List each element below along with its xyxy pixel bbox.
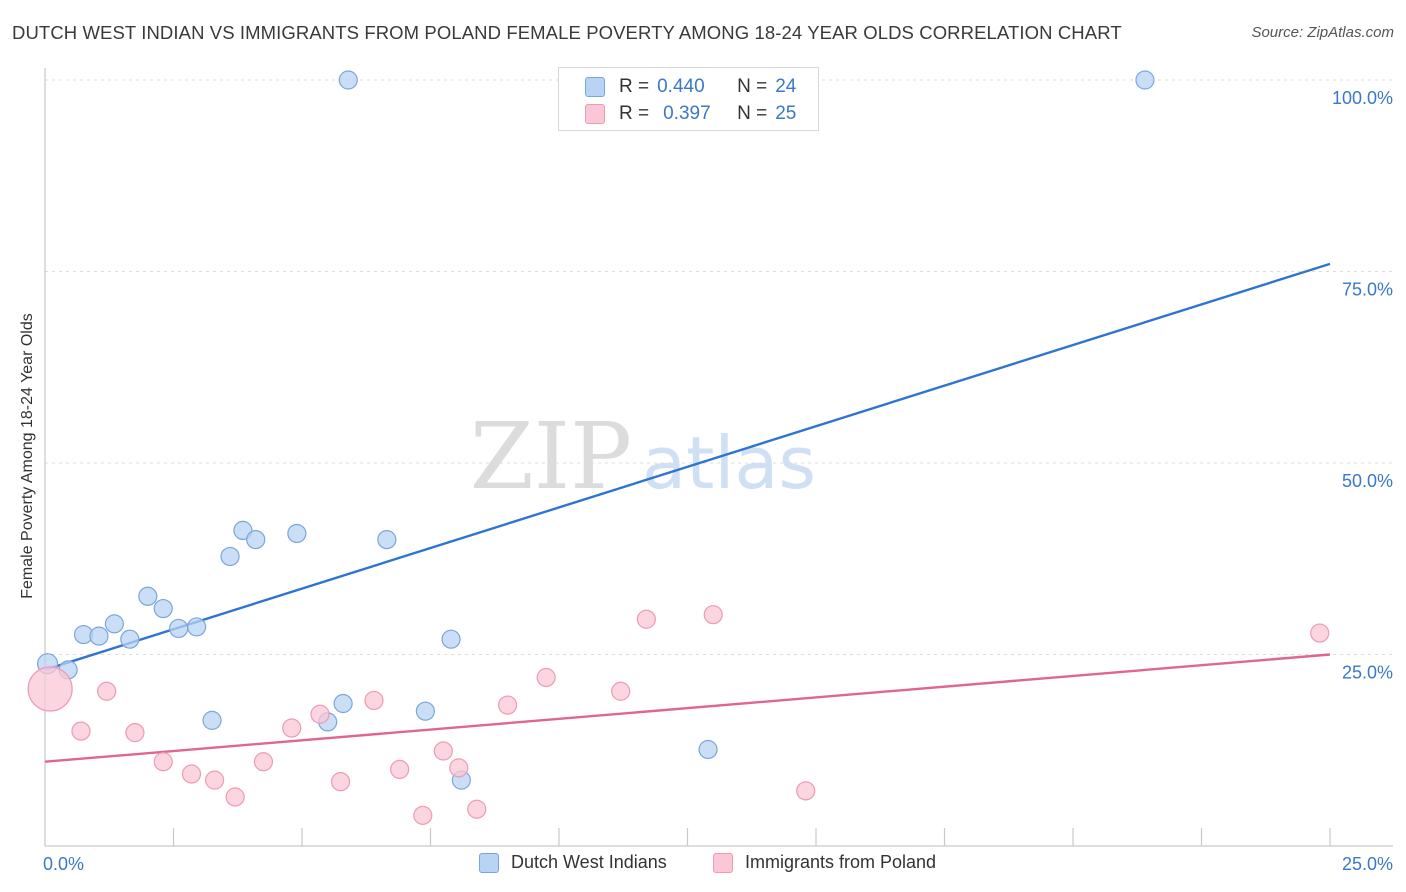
legend-n-value: 25 [775,103,797,124]
legend-r-label: R = [619,103,650,124]
data-point-blue [187,617,207,637]
data-point-pink [498,695,518,715]
x-tick-label: 25.0% [1342,854,1393,874]
y-tick-label: 100.0% [1332,88,1393,108]
data-point-pink [636,609,656,629]
bottom-legend-label-blue: Dutch West Indians [511,852,667,872]
bottom-legend-blue: Dutch West Indians [479,852,667,873]
data-point-pink [1310,623,1330,643]
data-point-blue [138,586,158,606]
data-point-pink [796,781,816,801]
axes [44,68,1393,847]
bottom-legend-swatch-pink [713,852,733,873]
data-point-pink [205,770,225,790]
legend-n-label: N = [737,103,768,124]
data-point-blue [415,701,435,721]
data-point-pink [413,805,433,825]
data-point-pink [225,787,245,807]
data-point-pink [71,721,91,741]
chart-title: DUTCH WEST INDIAN VS IMMIGRANTS FROM POL… [12,22,1122,43]
bottom-legend-pink: Immigrants from Poland [713,852,936,873]
data-point-pink [449,758,469,778]
data-point-pink [390,759,410,780]
watermark: ZIP atlas [470,403,816,510]
data-point-pink [97,681,117,701]
data-point-pink [703,605,723,625]
data-point-blue [1135,70,1155,90]
data-point-blue [441,629,461,649]
data-point-blue [89,626,109,646]
grid-lines [45,79,1393,655]
data-point-pink [330,772,351,792]
trend-lines [44,262,1331,763]
data-point-blue [120,629,140,649]
legend-r-label: R = [619,76,650,97]
data-point-pink [467,799,487,819]
data-point-blue [202,710,222,730]
watermark-zip: ZIP [470,403,632,510]
legend-swatch-blue [585,77,605,97]
data-point-blue [698,739,718,760]
legend: R = 0.440 N = 24 R = 0.397 N = 25 [558,67,819,131]
data-point-blue [220,546,240,567]
legend-row-pink: R = 0.397 N = 25 [585,101,796,127]
data-point-blue [333,693,353,714]
bottom-legend-label-pink: Immigrants from Poland [745,852,937,872]
data-point-pink [536,667,556,688]
data-point-blue [246,529,266,550]
trend-line-blue [44,262,1331,671]
data-point-blue [153,598,173,619]
legend-swatch-pink [585,104,605,124]
source-label: Source: ZipAtlas.com [1251,24,1394,41]
y-tick-label: 25.0% [1342,663,1393,683]
data-point-blue [287,523,307,544]
data-point-pink [125,723,145,743]
data-point-blue [338,70,358,90]
data-point-pink [153,752,173,772]
data-point-pink [364,690,384,711]
data-point-pink [253,752,274,772]
data-point-blue [104,614,124,634]
y-tick-label: 75.0% [1342,280,1393,300]
legend-n-value: 24 [775,76,797,97]
y-axis-label: Female Poverty Among 18-24 Year Olds [19,313,36,599]
data-point-pink [181,764,202,784]
data-point-blue [169,618,189,639]
data-point-pink [282,718,302,738]
data-point-pink [27,666,73,712]
legend-row-blue: R = 0.440 N = 24 [585,74,796,100]
legend-r-value: 0.397 [663,103,711,124]
x-tick-label: 0.0% [43,854,84,874]
data-point-blue [377,529,397,550]
data-point-pink [611,681,631,701]
trend-line-pink [44,653,1331,763]
data-point-pink [433,741,453,761]
data-points [27,70,1330,825]
legend-n-label: N = [737,76,768,97]
tick-labels: 25.0% 50.0% 75.0% 100.0% 0.0% 25.0% [43,88,1393,874]
legend-r-value: 0.440 [657,76,705,97]
y-tick-label: 50.0% [1342,471,1393,491]
bottom-legend-swatch-blue [479,852,499,873]
data-point-pink [310,704,330,724]
